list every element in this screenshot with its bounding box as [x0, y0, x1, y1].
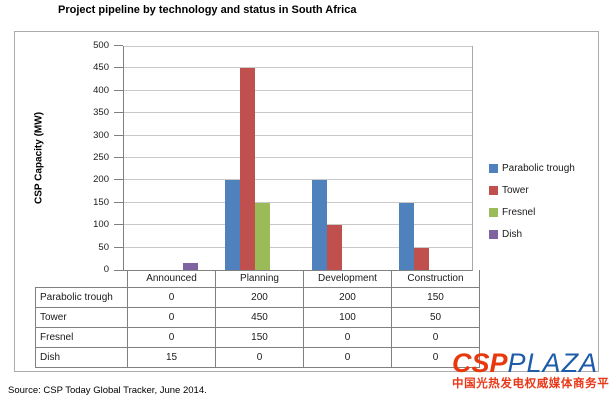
bar-parabolic-trough-development	[311, 180, 327, 270]
y-tick-label-0: 0	[103, 264, 109, 275]
y-axis-title: CSP Capacity (MW)	[33, 111, 45, 205]
legend-marker-icon	[489, 229, 498, 239]
category-header-announced: Announced	[127, 270, 216, 288]
table-row: Fresnel 0 150 0 0	[35, 327, 480, 348]
y-tick-label-250: 250	[93, 152, 109, 163]
value-cell: 150	[391, 287, 480, 308]
logo-plaza-text: PLAZA	[507, 348, 599, 378]
y-tick-label-350: 350	[93, 107, 109, 119]
category-header-planning: Planning	[215, 270, 304, 288]
bar-fresnel-planning	[254, 202, 270, 270]
gridline-100	[124, 224, 472, 226]
row-label-fresnel: Fresnel	[35, 327, 128, 348]
csp-plaza-logo: CSP PLAZA 中国光热发电权威媒体商务平台	[452, 350, 610, 391]
value-cell: 200	[303, 287, 392, 308]
legend-label: Fresnel	[502, 206, 536, 218]
value-cell: 50	[391, 307, 480, 328]
legend-item-dish: Dish	[489, 228, 575, 240]
bar-parabolic-trough-planning	[224, 180, 240, 270]
legend-label: Tower	[502, 184, 529, 196]
legend: Parabolic trough Tower Fresnel Dish	[489, 162, 575, 240]
table-row: Tower 0 450 100 50	[35, 307, 480, 328]
legend-label: Dish	[502, 228, 523, 240]
value-cell: 0	[391, 347, 480, 368]
value-cell: 0	[127, 287, 216, 308]
gridline-300	[124, 134, 472, 136]
gridline-400	[124, 89, 472, 91]
bar-parabolic-trough-construction	[398, 202, 414, 270]
value-cell: 100	[303, 307, 392, 328]
data-table-corner-cell	[36, 270, 128, 288]
row-label-tower: Tower	[35, 307, 128, 328]
value-cell: 0	[303, 347, 392, 368]
gridline-200	[124, 179, 472, 181]
gridline-50	[124, 246, 472, 248]
table-row: Dish 15 0 0 0	[35, 347, 480, 368]
source-note: Source: CSP Today Global Tracker, June 2…	[8, 385, 207, 396]
logo-wordmark: CSP PLAZA	[452, 350, 610, 377]
y-tick-mark-250	[114, 157, 123, 158]
gridline-250	[124, 157, 472, 158]
y-tick-mark-150	[114, 201, 123, 203]
logo-csp-text: CSP	[452, 348, 508, 378]
y-tick-mark-0	[114, 270, 123, 271]
data-table: Announced Planning Development Construction…	[35, 270, 480, 368]
y-tick-mark-50	[114, 246, 123, 248]
value-cell: 0	[215, 347, 304, 368]
value-cell: 150	[215, 327, 304, 348]
y-tick-label-400: 400	[93, 84, 109, 96]
y-tick-mark-450	[114, 67, 123, 69]
value-cell: 0	[391, 327, 480, 348]
value-cell: 0	[127, 327, 216, 348]
y-tick-mark-100	[114, 224, 123, 226]
y-tick-mark-200	[114, 179, 123, 181]
bar-tower-construction	[413, 247, 429, 270]
y-tick-label-300: 300	[93, 129, 109, 141]
logo-tagline: 中国光热发电权威媒体商务平台	[452, 378, 610, 390]
legend-label: Parabolic trough	[502, 162, 575, 174]
legend-item-tower: Tower	[489, 184, 575, 196]
row-label-parabolic-trough: Parabolic trough	[35, 287, 128, 308]
y-tick-label-500: 500	[93, 40, 109, 51]
y-tick-mark-500	[114, 45, 123, 46]
value-cell: 0	[303, 327, 392, 348]
legend-item-fresnel: Fresnel	[489, 206, 575, 218]
plot-area	[123, 46, 473, 271]
gridline-150	[124, 201, 472, 203]
legend-item-parabolic-trough: Parabolic trough	[489, 162, 575, 174]
chart-title: Project pipeline by technology and statu…	[58, 4, 357, 16]
value-cell: 0	[127, 307, 216, 328]
gridline-500	[124, 46, 472, 47]
y-tick-label-50: 50	[98, 241, 109, 253]
gridline-350	[124, 112, 472, 114]
y-tick-label-100: 100	[93, 219, 109, 231]
legend-marker-icon	[489, 207, 498, 217]
legend-marker-icon	[489, 163, 498, 173]
y-tick-mark-400	[114, 89, 123, 91]
value-cell: 200	[215, 287, 304, 308]
y-tick-label-200: 200	[93, 174, 109, 186]
data-table-header-row: Announced Planning Development Construction	[36, 270, 480, 288]
gridline-450	[124, 67, 472, 69]
legend-marker-icon	[489, 185, 498, 195]
table-row: Parabolic trough 0 200 200 150	[35, 287, 480, 308]
y-tick-mark-350	[114, 112, 123, 114]
y-tick-label-150: 150	[93, 196, 109, 208]
category-header-construction: Construction	[391, 270, 480, 288]
row-label-dish: Dish	[35, 347, 128, 368]
y-tick-mark-300	[114, 134, 123, 136]
y-tick-label-450: 450	[93, 62, 109, 74]
chart-frame: CSP Capacity (MW) 0 50 100 150 200 250 300 350 4…	[14, 31, 599, 372]
category-header-development: Development	[303, 270, 392, 288]
value-cell: 15	[127, 347, 216, 368]
value-cell: 450	[215, 307, 304, 328]
bar-dish-announced	[182, 263, 198, 270]
bar-tower-development	[326, 225, 342, 270]
bar-tower-planning	[239, 68, 255, 270]
